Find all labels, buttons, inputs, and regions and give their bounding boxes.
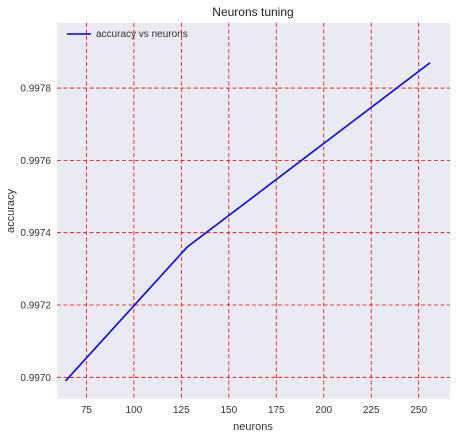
series-layer [64, 62, 431, 382]
series-line-accuracy [64, 62, 431, 382]
x-tick-label: 200 [315, 405, 332, 416]
x-tick-label: 250 [410, 405, 427, 416]
legend-label: accuracy vs neurons [96, 29, 188, 40]
x-tick-labels: 75 100 125 150 175 200 225 250 [81, 405, 428, 416]
plot-area [57, 23, 450, 399]
y-tick-label: 0.9972 [20, 301, 51, 312]
x-axis-label: neurons [233, 421, 273, 433]
y-tick-label: 0.9976 [20, 156, 51, 167]
x-tick-label: 225 [363, 405, 380, 416]
y-tick-label: 0.9970 [20, 373, 51, 384]
x-tick-label: 175 [268, 405, 285, 416]
x-tick-label: 75 [81, 405, 93, 416]
x-tick-label: 150 [220, 405, 237, 416]
legend: accuracy vs neurons [67, 29, 188, 40]
chart-title: Neurons tuning [212, 5, 293, 19]
y-tick-label: 0.9974 [20, 228, 51, 239]
x-tick-label: 125 [173, 405, 190, 416]
y-axis-label: accuracy [5, 188, 17, 233]
y-tick-label: 0.9978 [20, 84, 51, 95]
y-tick-labels: 0.9970 0.9972 0.9974 0.9976 0.9978 [20, 84, 51, 384]
grid [57, 23, 450, 399]
x-tick-label: 100 [126, 405, 143, 416]
